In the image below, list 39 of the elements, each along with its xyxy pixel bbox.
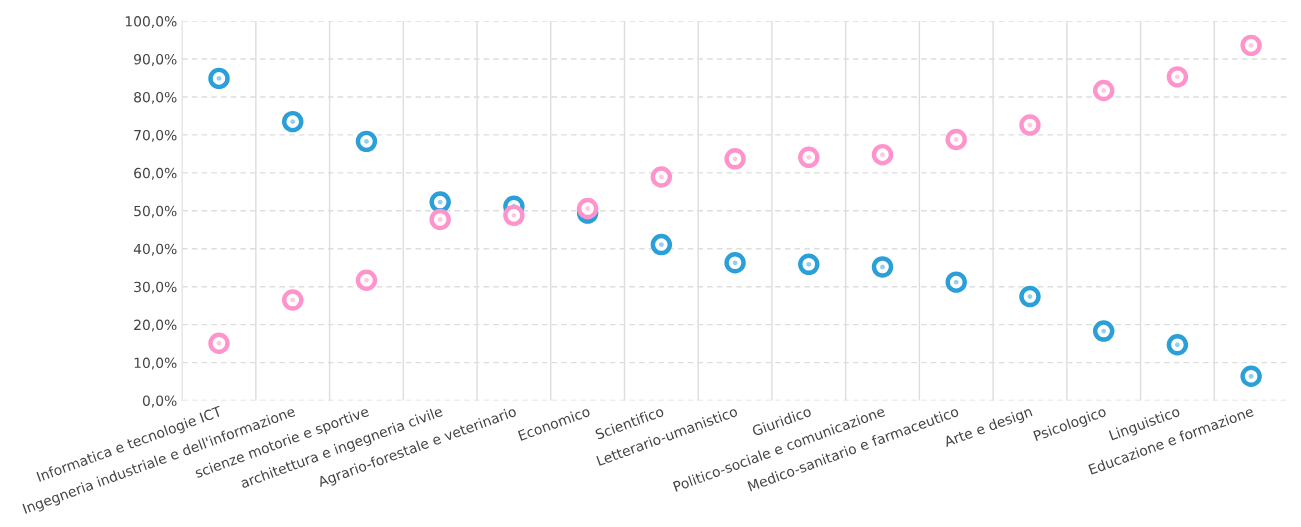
point: [871, 256, 894, 278]
y-tick-label: 50,0%: [134, 205, 177, 218]
point: [576, 197, 599, 220]
point: [429, 191, 451, 213]
point: [503, 204, 525, 227]
y-tick-label: 80,0%: [134, 91, 177, 104]
point: [650, 166, 673, 188]
point: [282, 289, 304, 311]
point: [1092, 320, 1115, 342]
y-tick-label: 90,0%: [134, 53, 177, 66]
point: [1166, 66, 1189, 88]
point: [1019, 285, 1041, 308]
point: [1240, 365, 1262, 387]
y-tick-label: 70,0%: [134, 129, 177, 142]
point: [871, 143, 894, 166]
point: [355, 130, 378, 153]
point: [650, 233, 673, 256]
y-tick-label: 60,0%: [134, 167, 177, 180]
point: [798, 253, 820, 276]
y-tick-label: 100,0%: [125, 16, 177, 28]
point: [282, 110, 304, 133]
y-tick-label: 40,0%: [133, 243, 177, 256]
point: [724, 148, 746, 170]
point: [1019, 114, 1041, 136]
y-tick-label: 10,0%: [134, 357, 177, 370]
point: [1240, 34, 1262, 57]
point: [1166, 334, 1189, 356]
point: [798, 146, 820, 169]
point: [945, 271, 967, 293]
y-tick-label: 0,0%: [142, 395, 177, 408]
point: [724, 252, 746, 274]
y-tick-label: 20,0%: [134, 319, 177, 332]
point: [429, 208, 451, 231]
point: [208, 67, 230, 90]
point: [208, 332, 230, 354]
point: [355, 269, 378, 291]
y-tick-label: 30,0%: [134, 281, 177, 294]
point: [1092, 79, 1115, 102]
point: [945, 128, 967, 151]
